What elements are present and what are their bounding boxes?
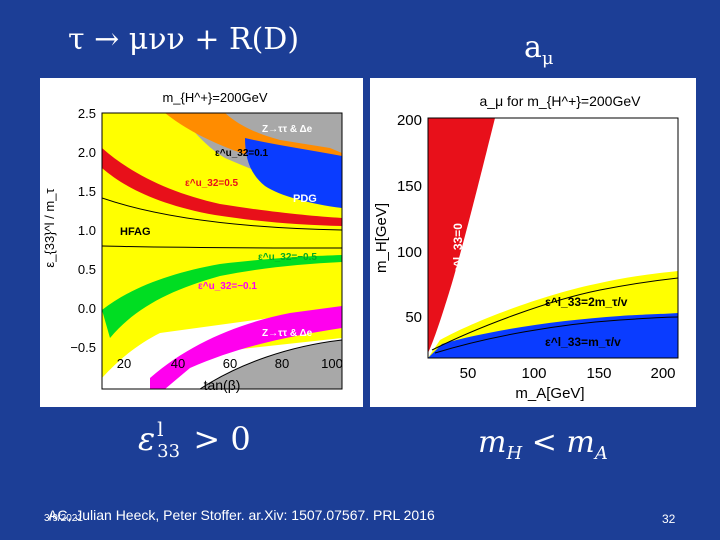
blue-region: [428, 313, 678, 358]
left-xtick: 100: [321, 356, 343, 371]
left-xtick: 80: [275, 356, 289, 371]
left-ylabel: ε_{33}^l / m_τ: [42, 188, 57, 268]
right-x-ticks: 50 100 150 200: [460, 365, 676, 382]
left-plot: 2.5 2.0 1.5 1.0 0.5 0.0 −0.5 20 40 60 80…: [40, 78, 363, 407]
right-plot: 200 150 100 50 50 100 150 200 m_A[GeV] m…: [370, 78, 696, 407]
left-ytick: 2.5: [78, 106, 96, 121]
bottom-right-formula: mH < mA: [478, 425, 608, 464]
right-xlabel: m_A[GeV]: [515, 385, 584, 402]
red-band: [102, 148, 342, 226]
left-ytick: 0.0: [78, 301, 96, 316]
greater-zero: > 0: [193, 420, 251, 458]
green-band: [102, 255, 342, 338]
title-left-formula: τ → μνν + R(D): [68, 22, 300, 57]
red-region: [428, 118, 495, 353]
label-eps1: ε^l_33=m_τ/v: [545, 335, 621, 349]
right-y-ticks: 200 150 100 50: [397, 112, 422, 326]
label-eps0: ε^l_33=0: [451, 223, 465, 273]
right-xtick: 100: [521, 365, 546, 382]
left-ytick: 0.5: [78, 262, 96, 277]
right-plot-title: a_μ for m_{H^+}=200GeV: [480, 93, 642, 109]
ma-subscript: A: [594, 443, 608, 464]
label-pdg: PDG: [293, 193, 317, 205]
label-eps-05: ε^u_32=0.5: [185, 178, 239, 189]
left-y-ticks: 2.5 2.0 1.5 1.0 0.5 0.0 −0.5: [70, 106, 96, 355]
epsilon-symbol: ε: [138, 420, 156, 458]
less-than-m: < m: [531, 425, 595, 460]
right-ytick: 200: [397, 112, 422, 129]
left-ytick: 2.0: [78, 145, 96, 160]
left-xtick: 40: [171, 356, 185, 371]
left-ytick: 1.5: [78, 184, 96, 199]
left-plot-svg: 2.5 2.0 1.5 1.0 0.5 0.0 −0.5 20 40 60 80…: [42, 90, 343, 393]
label-hfag: HFAG: [120, 226, 151, 238]
left-ytick: −0.5: [70, 340, 96, 355]
left-xlabel: tan(β): [204, 377, 241, 393]
right-ytick: 150: [397, 178, 422, 195]
bottom-left-formula: ε l 33 > 0: [138, 416, 251, 462]
magenta-band: [150, 306, 342, 389]
title-right-formula: aμ: [524, 30, 554, 69]
label-eps-m05: ε^u_32=−0.5: [258, 252, 317, 263]
right-xtick: 50: [460, 365, 477, 382]
blue-region: [245, 138, 342, 208]
m-symbol-1: m: [478, 425, 507, 460]
left-x-ticks: 20 40 60 80 100: [117, 356, 343, 371]
label-eps-01: ε^u_32=0.1: [215, 148, 269, 159]
right-xtick: 150: [586, 365, 611, 382]
label-eps2: ε^l_33=2m_τ/v: [545, 295, 628, 309]
slide-date: 3/9/2021: [44, 513, 83, 524]
label-eps-m01: ε^u_32=−0.1: [198, 281, 257, 292]
left-xtick: 60: [223, 356, 237, 371]
gray-bottom-region: [200, 340, 342, 389]
right-xtick: 200: [650, 365, 675, 382]
page-number: 32: [662, 512, 676, 526]
right-plot-svg: 200 150 100 50 50 100 150 200 m_A[GeV] m…: [373, 93, 679, 402]
left-xtick: 20: [117, 356, 131, 371]
citation-text: AC, Julian Heeck, Peter Stoffer. ar.Xiv:…: [48, 507, 435, 523]
mu-subscript: μ: [541, 48, 554, 69]
a-symbol: a: [524, 30, 542, 65]
epsilon-subscript: 33: [157, 440, 181, 462]
right-ylabel: m_H[GeV]: [373, 203, 390, 273]
right-ytick: 50: [405, 309, 422, 326]
mh-subscript: H: [506, 443, 523, 464]
epsilon-superscript: l: [157, 416, 164, 441]
label-z-top: Z→ττ & Δe: [262, 124, 313, 135]
label-z-bottom: Z→ττ & Δe: [262, 328, 313, 339]
right-ytick: 100: [397, 244, 422, 261]
left-plot-title: m_{H^+}=200GeV: [162, 90, 267, 105]
left-ytick: 1.0: [78, 223, 96, 238]
